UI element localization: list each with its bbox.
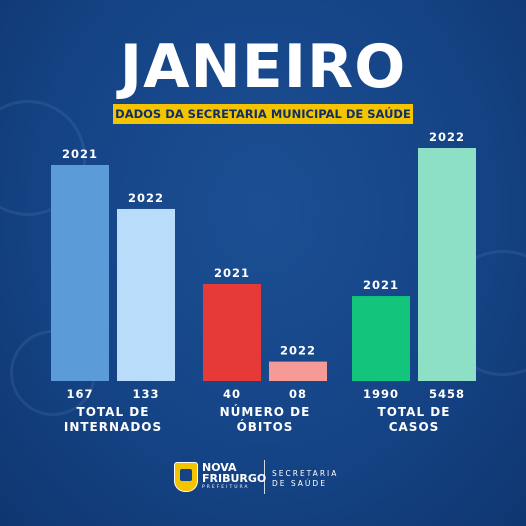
category-label: ÓBITOS <box>237 419 294 434</box>
bar-value-label: 133 <box>132 387 159 401</box>
bar <box>418 148 476 381</box>
bar <box>117 208 175 381</box>
bar-year-label: 2022 <box>429 130 465 144</box>
department-line-1: SECRETARIA <box>272 469 339 478</box>
category-label: INTERNADOS <box>64 420 162 434</box>
bar-value-label: 167 <box>66 387 93 401</box>
category-label: CASOS <box>389 420 440 434</box>
page-title: JANEIRO <box>119 32 407 102</box>
bar-year-label: 2021 <box>363 278 399 292</box>
category-label: TOTAL DE <box>378 405 451 419</box>
subtitle-banner: DADOS DA SECRETARIA MUNICIPAL DE SAÚDE <box>113 104 413 124</box>
bar-year-label: 2021 <box>62 147 98 161</box>
bar-value-label: 40 <box>223 387 241 401</box>
bar-year-label: 2021 <box>214 266 250 280</box>
department-line-2: DE SAÚDE <box>272 479 327 488</box>
bar <box>269 361 327 381</box>
logo-line-1: NOVA <box>202 461 237 474</box>
prefeitura-logo: NOVA FRIBURGO PREFEITURA SECRETARIA DE S… <box>174 460 354 496</box>
bar-value-label: 5458 <box>429 387 465 401</box>
logo-name: NOVA FRIBURGO <box>202 462 266 484</box>
bar <box>203 284 261 381</box>
city-shield-icon <box>174 462 198 492</box>
bar-year-label: 2022 <box>280 344 316 358</box>
bar <box>51 165 109 381</box>
logo-subtitle: PREFEITURA <box>202 485 250 490</box>
logo-divider <box>264 460 265 494</box>
category-label: NÚMERO DE <box>220 404 311 419</box>
bar-value-label: 1990 <box>363 387 399 401</box>
logo-line-2: FRIBURGO <box>202 472 267 485</box>
bar-value-label: 08 <box>289 387 307 401</box>
bar <box>352 296 410 381</box>
department-name: SECRETARIA DE SAÚDE <box>272 469 338 489</box>
category-label: TOTAL DE <box>77 405 150 419</box>
bar-year-label: 2022 <box>128 191 164 205</box>
